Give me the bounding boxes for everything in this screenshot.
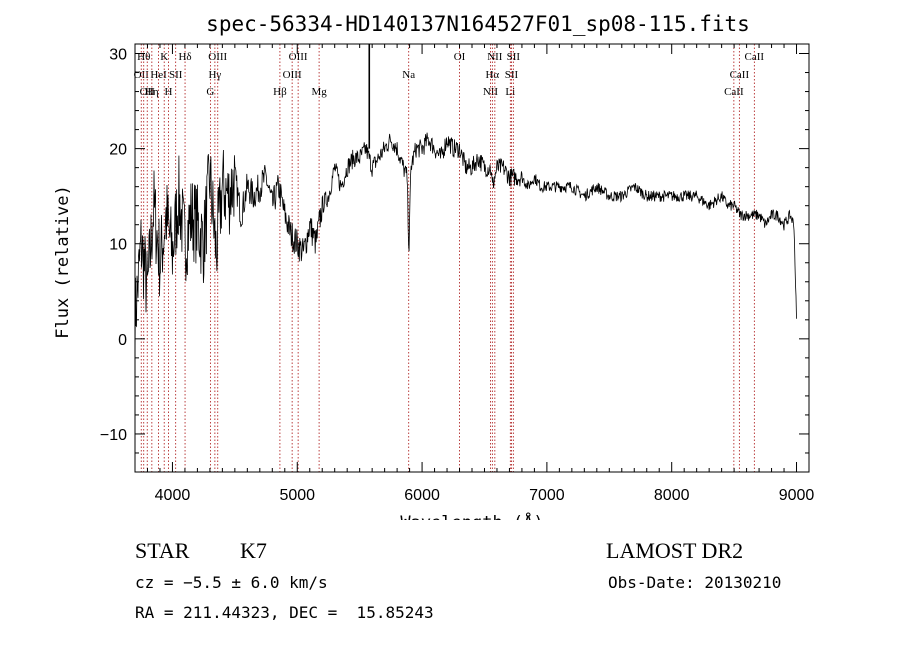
- line-label: OIII: [283, 69, 302, 81]
- line-label: Hθ: [137, 51, 150, 63]
- plot-frame: [134, 43, 810, 473]
- line-label: Hα: [485, 69, 499, 81]
- line-label: HeI: [150, 69, 167, 81]
- y-axis-label: Flux (relative): [53, 185, 73, 339]
- line-label: SII: [505, 69, 519, 81]
- observation-date: Obs-Date: 20130210: [608, 573, 782, 592]
- spectrum-line: [134, 132, 797, 363]
- line-label: Hδ: [178, 51, 191, 63]
- line-label: NII: [483, 86, 499, 98]
- x-tick-label: 5000: [279, 487, 315, 504]
- x-tick-label: 7000: [529, 487, 565, 504]
- chart-title: spec-56334-HD140137N164527F01_sp08-115.f…: [206, 12, 750, 36]
- line-label: OIII: [289, 51, 308, 63]
- line-label: Li: [505, 86, 515, 98]
- survey-name: LAMOST DR2: [606, 538, 744, 563]
- line-label: CaII: [724, 86, 744, 98]
- line-label: Hγ: [208, 69, 221, 81]
- line-label: Hβ: [273, 86, 287, 98]
- coordinates: RA = 211.44323, DEC = 15.85243: [135, 603, 434, 622]
- object-subclass: K7: [240, 538, 267, 563]
- line-label: OII: [134, 69, 150, 81]
- spectrum-data: [134, 44, 797, 363]
- line-label: NII: [487, 51, 503, 63]
- x-tick-label: 4000: [155, 487, 191, 504]
- spectral-lines: OIIHθOIIHηHeIKHSIIHδGHγOIIIHβOIIIOIIIMgN…: [134, 44, 765, 472]
- line-label: K: [160, 51, 168, 63]
- x-axis-label: Wavelength (Å): [400, 511, 543, 520]
- line-label: OIII: [208, 51, 227, 63]
- spectrum-chart: spec-56334-HD140137N164527F01_sp08-115.f…: [53, 12, 815, 520]
- x-tick-label: 9000: [779, 487, 815, 504]
- line-label: SII: [507, 51, 521, 63]
- line-label: CaII: [730, 69, 750, 81]
- line-label: OI: [454, 51, 466, 63]
- y-tick-label: −10: [100, 427, 127, 444]
- x-tick-label: 8000: [654, 487, 690, 504]
- y-tick-label: 20: [109, 142, 127, 159]
- y-tick-label: 0: [118, 332, 127, 349]
- line-label: H: [164, 86, 172, 98]
- y-axis: −10 0 10 20 30: [100, 47, 809, 473]
- x-axis: 4000 5000 6000 7000 8000 9000: [134, 44, 815, 504]
- x-tick-label: 6000: [404, 487, 440, 504]
- line-label: CaII: [745, 51, 765, 63]
- y-tick-label: 10: [109, 237, 127, 254]
- line-label: SII: [169, 69, 183, 81]
- line-label: OII: [140, 86, 156, 98]
- redshift-value: cz = −5.5 ± 6.0 km/s: [135, 573, 328, 592]
- line-label: Na: [402, 69, 415, 81]
- line-label: Hη: [145, 86, 159, 98]
- object-class: STAR: [135, 538, 190, 563]
- line-label: Mg: [311, 86, 327, 98]
- line-label: G: [206, 86, 214, 98]
- y-tick-label: 30: [109, 47, 127, 64]
